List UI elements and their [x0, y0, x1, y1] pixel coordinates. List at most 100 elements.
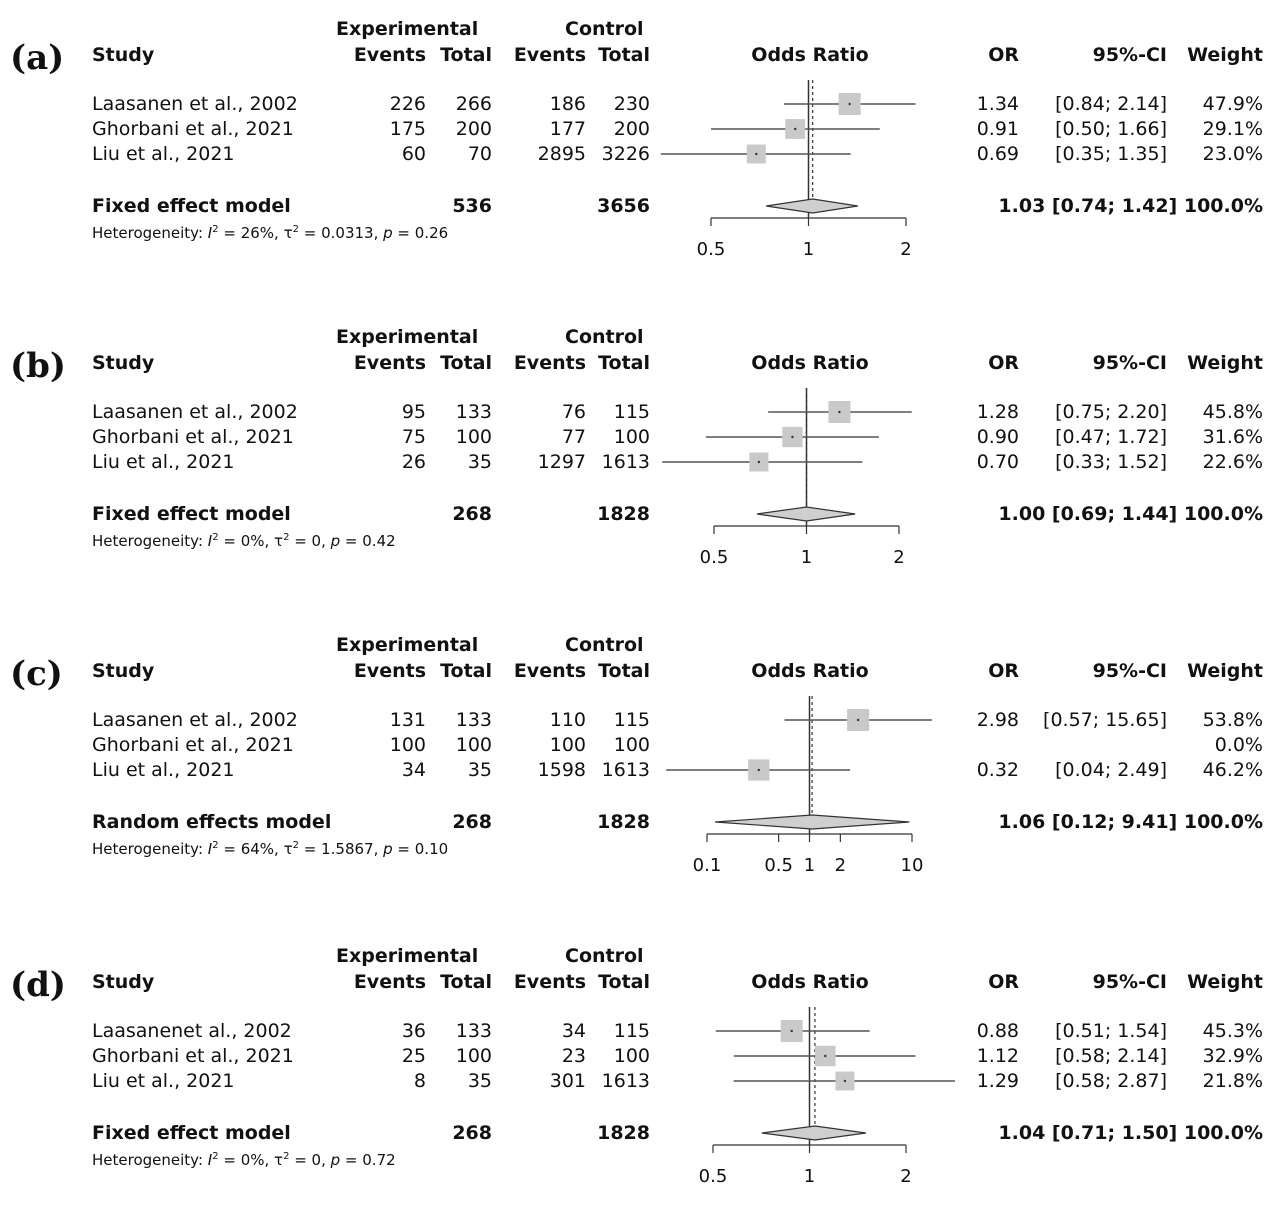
exp-total: 70	[467, 143, 492, 165]
summary-ctrl-total: 3656	[597, 195, 650, 217]
summary-exp-total: 536	[452, 195, 492, 217]
or-value: 0.91	[976, 118, 1019, 140]
het-tau2: = 1.5867,	[298, 840, 384, 858]
exp-total: 35	[467, 759, 492, 781]
header-experimental: Experimental	[336, 945, 479, 967]
or-value: 0.32	[976, 759, 1019, 781]
x-tick-label: 1	[804, 855, 815, 876]
het-prefix: Heterogeneity:	[92, 224, 208, 242]
heterogeneity-note: Heterogeneity: I2 = 0%, τ2 = 0, p = 0.42	[92, 532, 396, 550]
study-name: Laasanen et al., 2002	[92, 401, 298, 423]
weight-value: 32.9%	[1202, 1045, 1263, 1067]
heterogeneity-note: Heterogeneity: I2 = 0%, τ2 = 0, p = 0.72	[92, 1151, 396, 1169]
ctrl-events: 177	[549, 118, 586, 140]
ctrl-events: 76	[561, 401, 586, 423]
exp-events: 95	[401, 401, 426, 423]
exp-total: 133	[455, 709, 492, 731]
exp-events: 26	[401, 451, 426, 473]
study-name: Liu et al., 2021	[92, 759, 235, 781]
forest-panel-c: (c) Experimental Control Study Events To…	[0, 616, 1280, 916]
exp-total: 133	[455, 401, 492, 423]
study-name: Ghorbani et al., 2021	[92, 118, 294, 140]
ci-value: [0.51; 1.54]	[1055, 1020, 1167, 1042]
forest-panel-d: (d) Experimental Control Study Events To…	[0, 927, 1280, 1227]
ctrl-total: 100	[613, 1045, 650, 1067]
summary-label: Fixed effect model	[92, 195, 291, 217]
x-tick-label: 10	[901, 855, 924, 876]
or-value: 1.29	[976, 1070, 1019, 1092]
point-estimate	[838, 410, 841, 414]
header-ctrl-events: Events	[513, 971, 586, 993]
weight-value: 45.8%	[1202, 401, 1263, 423]
study-name: Liu et al., 2021	[92, 451, 235, 473]
header-ci: 95%-CI	[1092, 660, 1167, 682]
ctrl-events: 186	[549, 93, 586, 115]
summary-label: Fixed effect model	[92, 503, 291, 525]
ctrl-events: 301	[549, 1070, 586, 1092]
header-exp-total: Total	[440, 44, 492, 66]
summary-ctrl-total: 1828	[597, 811, 650, 833]
header-control: Control	[565, 945, 644, 967]
summary-result: 1.06 [0.12; 9.41] 100.0%	[998, 811, 1263, 833]
header-ctrl-events: Events	[513, 660, 586, 682]
x-tick-label: 0.5	[700, 547, 729, 568]
ctrl-total: 230	[613, 93, 650, 115]
point-estimate	[856, 718, 860, 722]
header-ctrl-total: Total	[598, 352, 650, 374]
ctrl-events: 100	[549, 734, 586, 756]
exp-total: 100	[455, 734, 492, 756]
point-estimate	[848, 102, 851, 106]
study-name: Liu et al., 2021	[92, 1070, 235, 1092]
forest-panel-b: (b) Experimental Control Study Events To…	[0, 308, 1280, 608]
weight-value: 53.8%	[1202, 709, 1263, 731]
summary-result: 1.04 [0.71; 1.50] 100.0%	[998, 1122, 1263, 1144]
ci-value: [0.47; 1.72]	[1055, 426, 1167, 448]
panel-label: (a)	[10, 38, 65, 78]
x-tick-label: 1	[803, 239, 814, 260]
ctrl-events: 1598	[537, 759, 586, 781]
weight-value: 23.0%	[1202, 143, 1263, 165]
ci-value: [0.58; 2.87]	[1055, 1070, 1167, 1092]
summary-ctrl-total: 1828	[597, 1122, 650, 1144]
study-name: Ghorbani et al., 2021	[92, 1045, 294, 1067]
heterogeneity-note: Heterogeneity: I2 = 64%, τ2 = 1.5867, p …	[92, 840, 449, 858]
exp-total: 133	[455, 1020, 492, 1042]
point-estimate	[824, 1054, 827, 1058]
ctrl-total: 3226	[601, 143, 650, 165]
summary-diamond	[766, 198, 858, 214]
ci-value: [0.58; 2.14]	[1055, 1045, 1167, 1067]
het-prefix: Heterogeneity:	[92, 1151, 208, 1169]
header-control: Control	[565, 634, 644, 656]
weight-value: 45.3%	[1202, 1020, 1263, 1042]
exp-total: 266	[455, 93, 492, 115]
panel-label: (c)	[10, 654, 63, 694]
study-name: Liu et al., 2021	[92, 143, 235, 165]
study-name: Laasanen et al., 2002	[92, 93, 298, 115]
header-ctrl-events: Events	[513, 352, 586, 374]
header-weight: Weight	[1187, 44, 1263, 66]
study-name: Laasanen et al., 2002	[92, 709, 298, 731]
weight-value: 29.1%	[1202, 118, 1263, 140]
study-name: Laasanenet al., 2002	[92, 1020, 292, 1042]
ctrl-events: 2895	[537, 143, 586, 165]
het-i2: = 0%,	[218, 1151, 275, 1169]
het-prefix: Heterogeneity:	[92, 840, 208, 858]
x-tick-label: 2	[893, 547, 904, 568]
ctrl-total: 1613	[601, 759, 650, 781]
header-ci: 95%-CI	[1092, 44, 1167, 66]
ci-value: [0.33; 1.52]	[1055, 451, 1167, 473]
weight-value: 47.9%	[1202, 93, 1263, 115]
x-tick-label: 1	[804, 1166, 815, 1187]
het-p: = 0.72	[340, 1151, 396, 1169]
ctrl-events: 23	[561, 1045, 586, 1067]
point-estimate	[791, 435, 794, 439]
header-weight: Weight	[1187, 660, 1263, 682]
exp-total: 100	[455, 426, 492, 448]
header-ci: 95%-CI	[1092, 971, 1167, 993]
summary-result: 1.03 [0.74; 1.42] 100.0%	[998, 195, 1263, 217]
het-tau2: = 0,	[289, 1151, 331, 1169]
panel-label: (d)	[10, 965, 66, 1005]
ci-value: [0.50; 1.66]	[1055, 118, 1167, 140]
weight-value: 0.0%	[1214, 734, 1263, 756]
point-estimate	[794, 127, 797, 131]
